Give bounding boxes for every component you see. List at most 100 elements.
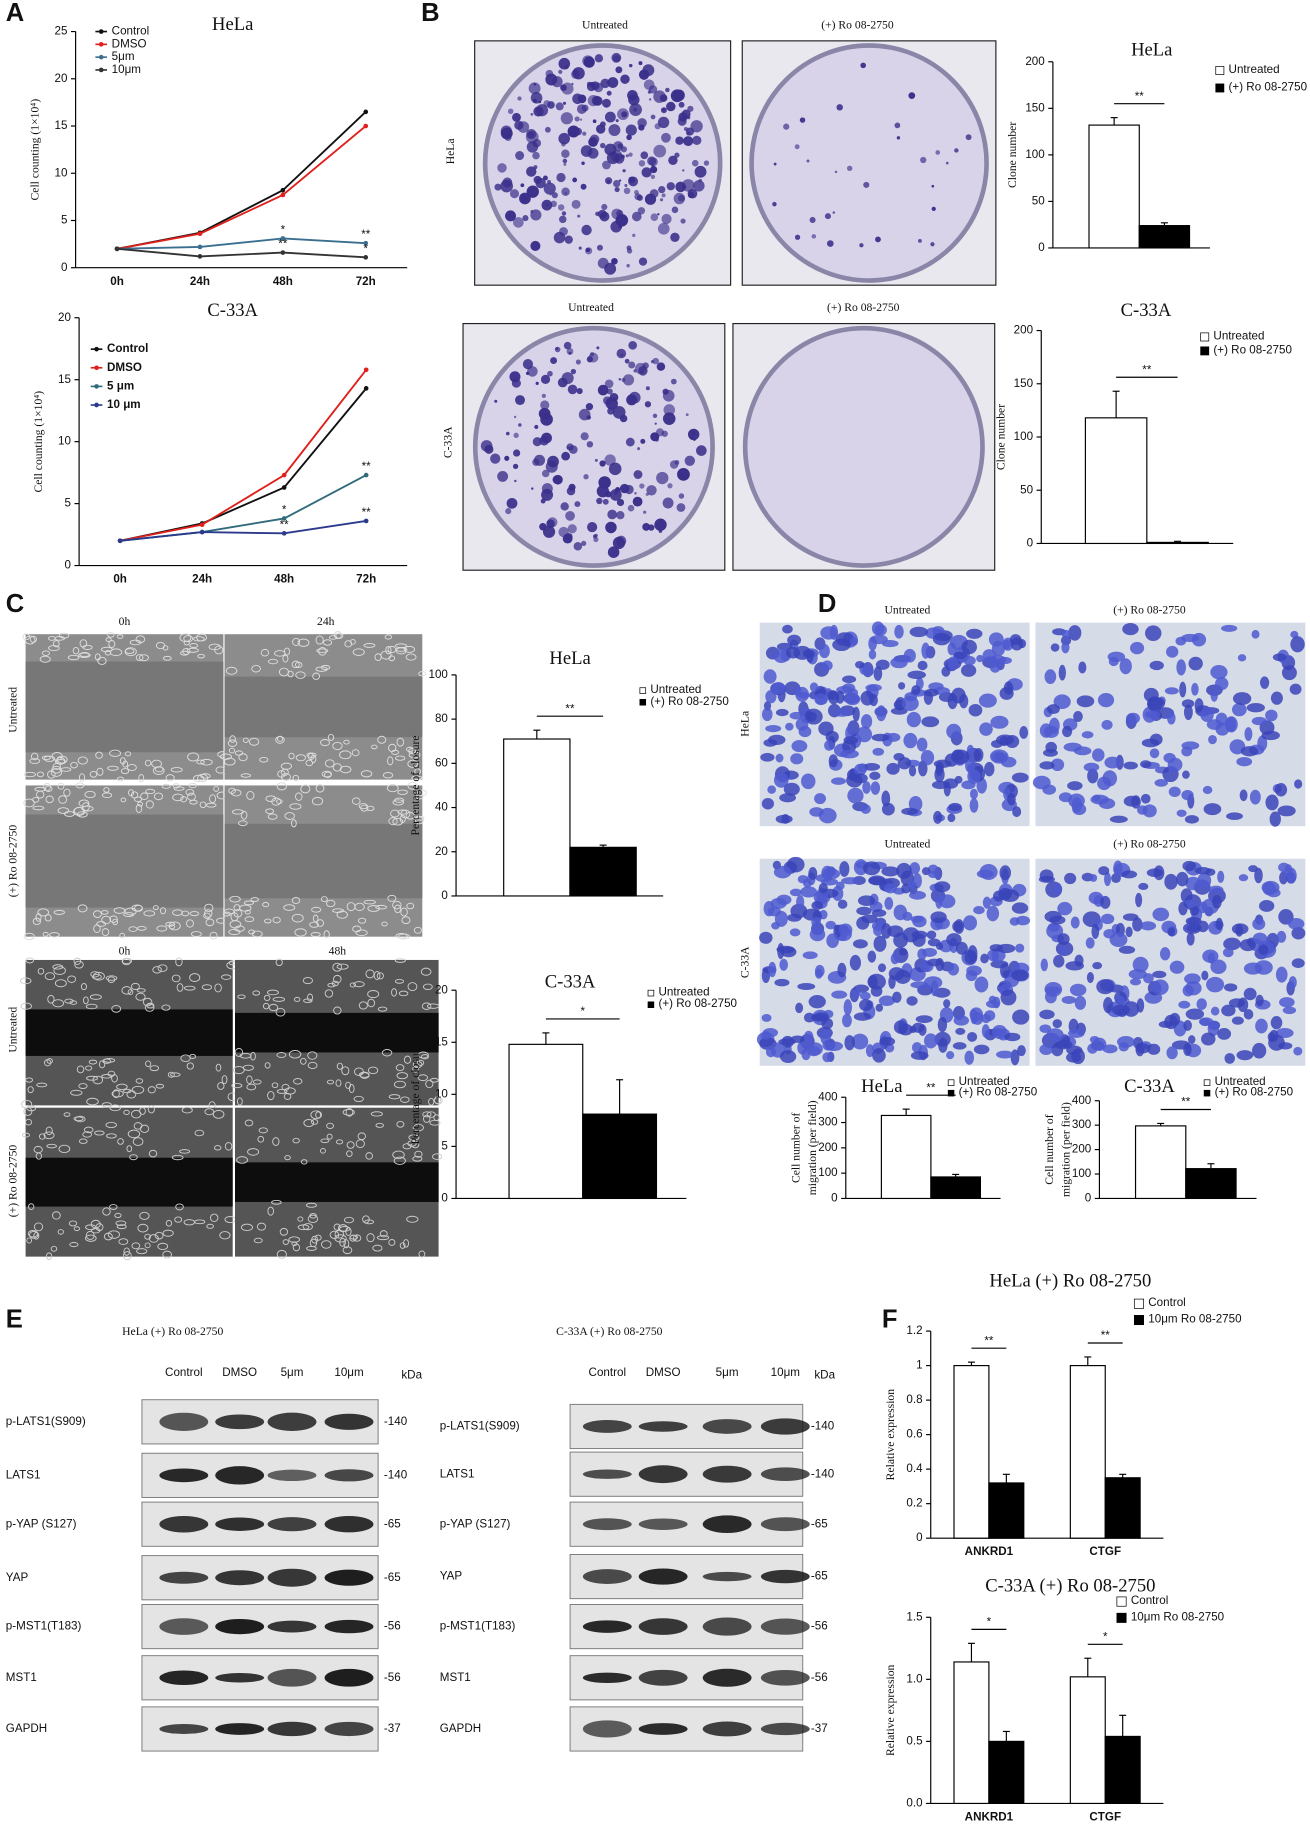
y-axis-label: Cell counting (1×10⁴) [32, 391, 45, 493]
migrated-cell [1147, 1043, 1161, 1055]
cell [314, 1234, 322, 1241]
cell [145, 1060, 152, 1068]
colony [875, 236, 881, 243]
cell [107, 765, 119, 771]
cell [194, 1129, 205, 1137]
y-tick-label: 10 [58, 435, 71, 448]
colony [560, 84, 567, 92]
migrated-cell [1147, 696, 1166, 710]
migrated-cell [808, 994, 826, 1009]
migrated-cell [1291, 958, 1305, 969]
cell [67, 654, 80, 661]
bar [582, 1113, 658, 1200]
cell [204, 1108, 215, 1116]
band [215, 1723, 265, 1735]
migrated-cell [1118, 945, 1136, 954]
cell [377, 735, 387, 744]
cell [183, 1219, 196, 1226]
band [267, 1668, 317, 1687]
cell [89, 770, 98, 778]
migrated-cell [969, 798, 979, 813]
colony [567, 384, 578, 395]
point [281, 472, 287, 478]
migrated-cell [1087, 1043, 1098, 1054]
y-axis-label: Clone number [994, 404, 1007, 470]
cell [400, 1096, 410, 1103]
wound-gap [235, 1012, 439, 1053]
migrated-cell [860, 714, 873, 729]
cell [125, 648, 135, 654]
colony [497, 163, 507, 173]
colony [602, 98, 611, 108]
cell [78, 1138, 88, 1144]
protein-label: p-MST1(T183) [440, 1620, 516, 1633]
cell [225, 666, 238, 675]
wound-gap [25, 661, 224, 753]
colony [513, 415, 517, 419]
migrated-cell [797, 1040, 808, 1055]
point [199, 529, 205, 535]
cell [229, 895, 241, 903]
migrated-cell [1061, 641, 1070, 654]
point [197, 231, 203, 237]
cell [408, 1134, 420, 1141]
migrated-cell [1270, 691, 1283, 705]
y-tick-label: 150 [1014, 377, 1034, 390]
cell [395, 755, 406, 761]
row-label: C-33A [738, 946, 751, 978]
legend-dot [94, 384, 99, 389]
chart-title: C-33A [207, 300, 258, 321]
cell [320, 739, 330, 747]
panel-letter: A [6, 0, 24, 27]
migrated-cell [827, 690, 839, 700]
colony [538, 100, 542, 104]
colony [654, 422, 657, 425]
cell [181, 1106, 193, 1114]
migrated-cell [1151, 979, 1169, 996]
cell [53, 909, 65, 915]
migrated-cell [1085, 937, 1095, 949]
cell [277, 770, 286, 778]
chart-title: HeLa [212, 14, 253, 35]
migrated-cell [1240, 746, 1259, 757]
cell [149, 1065, 160, 1072]
line [117, 237, 366, 250]
cell [388, 817, 398, 826]
colony [534, 424, 539, 430]
migrated-cell [820, 1029, 831, 1045]
migrated-cell [789, 928, 801, 937]
colony [550, 357, 558, 364]
cell [140, 792, 149, 801]
cell [76, 1065, 85, 1074]
cell [393, 1156, 406, 1165]
cell [408, 751, 421, 759]
colony [553, 474, 563, 485]
migrated-cell [842, 675, 857, 684]
band [582, 1518, 632, 1531]
colony [532, 151, 540, 160]
migrated-cell [1232, 692, 1252, 705]
cell [113, 907, 126, 914]
migrated-cell [1181, 790, 1194, 801]
cell [267, 1206, 275, 1216]
migrated-cell [869, 771, 881, 780]
line [116, 125, 367, 250]
cell [209, 1213, 219, 1223]
point [363, 109, 369, 115]
cell [165, 1219, 173, 1227]
kda-label: kDa [814, 1368, 835, 1381]
migrated-cell [1224, 1053, 1236, 1064]
migrated-cell [873, 924, 883, 936]
migrated-cell [920, 749, 935, 766]
colony [678, 101, 685, 108]
y-tick-label: 20 [58, 311, 71, 324]
cell [131, 1085, 145, 1094]
migrated-cell [783, 782, 800, 796]
migrated-cell [831, 990, 848, 999]
colony [583, 474, 589, 480]
colony [586, 441, 594, 448]
cell [145, 788, 156, 795]
cell [307, 993, 314, 1002]
migrated-cell [871, 733, 890, 742]
cell [327, 734, 335, 741]
